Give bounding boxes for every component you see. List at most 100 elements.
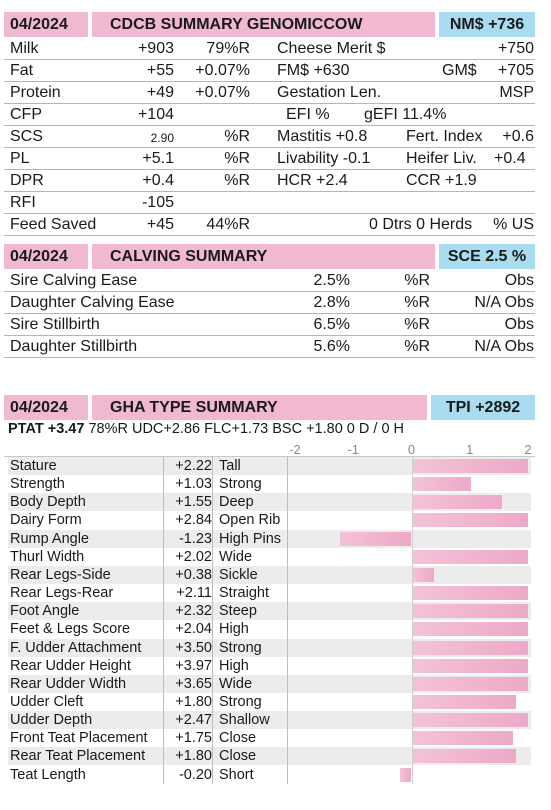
trait-bar [411,604,528,619]
calving-title: CALVING SUMMARY [92,244,435,269]
calving-row: Daughter Calving Ease 2.8% %R N/A Obs [4,292,535,314]
trait-row: Udder Depth +2.47 Shallow [8,711,531,730]
trait-value: +1.75 [175,730,212,747]
trait-desc: Deep [219,494,254,511]
row-rel: 79%R [206,40,250,57]
row-rel: %R [224,128,250,145]
row-label-right: 0 Dtrs 0 Herds [369,216,473,233]
trait-name: Rear Legs-Rear [10,585,114,602]
trait-value: +2.47 [175,712,212,729]
trait-row: Udder Cleft +1.80 Strong [8,693,531,711]
trait-bar [411,676,528,691]
row-label: PL [10,150,30,167]
trait-row: F. Udder Attachment +3.50 Strong [8,638,531,657]
trait-row: Rear Legs-Side +0.38 Sickle [8,565,531,584]
trait-value: +3.50 [175,639,212,656]
calving-label: Daughter Stillbirth [10,338,138,355]
trait-value: +2.02 [175,548,212,565]
trait-value: +1.55 [175,494,212,511]
row-label: SCS [10,128,43,145]
genomic-row: Protein +49 +0.07% Gestation Len. MSP [4,82,535,104]
genomic-row: Milk +903 79%R Cheese Merit $ +750 [4,38,535,60]
trait-bar [411,513,528,528]
trait-desc: Open Rib [219,512,281,529]
genomic-row: RFI -105 [4,192,535,214]
ptat-line: PTAT +3.47 78%R UDC+2.86 FLC+1.73 BSC +1… [8,421,404,437]
trait-desc: Close [219,748,257,765]
trait-name: F. Udder Attachment [10,639,142,656]
trait-value: -1.23 [178,530,212,547]
trait-name: Strength [10,476,65,493]
nm-badge: NM$ +736 [439,12,535,37]
genomic-row: CFP +104 EFI % gEFI 11.4% [4,104,535,126]
row-label: Feed Saved [10,216,97,233]
trait-desc: Strong [219,693,262,710]
column-divider [212,457,213,784]
trait-desc: Wide [219,675,253,692]
calving-label: Sire Stillbirth [10,316,100,333]
row-value: -105 [141,194,174,211]
row-rel: %R [224,172,250,189]
trait-bar [411,713,528,728]
trait-bar [411,694,517,709]
trait-bar [399,767,412,782]
row-rel: 44%R [206,216,250,233]
trait-bar [411,477,472,492]
trait-name: Stature [10,458,57,474]
genomic-row: Feed Saved +45 44%R 0 Dtrs 0 Herds % US [4,214,535,236]
axis-tick-label: -2 [289,442,301,457]
row-label-right: Gestation Len. [277,84,382,101]
trait-bar [411,495,502,510]
trait-name: Udder Depth [10,712,93,729]
calving-pct: 6.5% [313,316,350,333]
trait-value: +3.65 [175,675,212,692]
row-value-right: +705 [497,62,534,79]
trait-bar [411,640,528,655]
row-value-right: MSP [499,84,534,101]
row-label-right2: Heifer Liv. [406,150,477,167]
calving-pct: 2.5% [313,272,350,289]
trait-value: +2.32 [175,603,212,620]
row-value: 2.90 [150,131,174,145]
genomic-header: 04/2024 CDCB SUMMARY GENOMICCOW NM$ +736 [4,12,535,37]
trait-desc: Steep [219,603,257,620]
trait-row: Rear Teat Placement +1.80 Close [8,747,531,766]
calving-rel: %R [404,272,430,289]
trait-bar [411,459,528,473]
trait-value: -0.20 [178,766,212,783]
row-label-right2: GM$ [442,62,477,79]
trait-desc: Sickle [219,566,258,583]
calving-row: Sire Stillbirth 6.5% %R Obs [4,314,535,336]
trait-bar [339,531,412,546]
trait-row: Thurl Width +2.02 Wide [8,548,531,566]
calving-rel: %R [404,338,430,355]
trait-bar [411,731,514,746]
calving-label: Daughter Calving Ease [10,294,175,311]
trait-bar [411,622,528,637]
calving-obs: N/A Obs [474,338,534,355]
trait-row: Body Depth +1.55 Deep [8,493,531,512]
trait-name: Rump Angle [10,530,89,547]
tpi-badge: TPI +2892 [431,395,535,420]
trait-name: Rear Udder Width [10,675,127,692]
trait-value: +2.04 [175,621,212,638]
trait-desc: Short [219,766,254,783]
type-date: 04/2024 [4,395,88,420]
row-value: +903 [137,40,174,57]
trait-bar [411,749,517,764]
row-value-right: +0.4 [494,150,526,167]
row-value: +104 [137,106,174,123]
calving-rel: %R [404,294,430,311]
row-label: RFI [10,194,36,211]
trait-desc: Tall [219,458,241,474]
trait-desc: Wide [219,548,253,565]
row-rel: %R [224,150,250,167]
calving-header: 04/2024 CALVING SUMMARY SCE 2.5 % [4,244,535,269]
row-label: Protein [10,84,61,101]
row-value: +55 [146,62,174,79]
trait-value: +1.03 [175,476,212,493]
trait-value: +1.80 [175,748,212,765]
trait-desc: Strong [219,476,262,493]
row-label-right: FM$ +630 [277,62,350,79]
row-label-right2: Fert. Index [406,128,483,145]
